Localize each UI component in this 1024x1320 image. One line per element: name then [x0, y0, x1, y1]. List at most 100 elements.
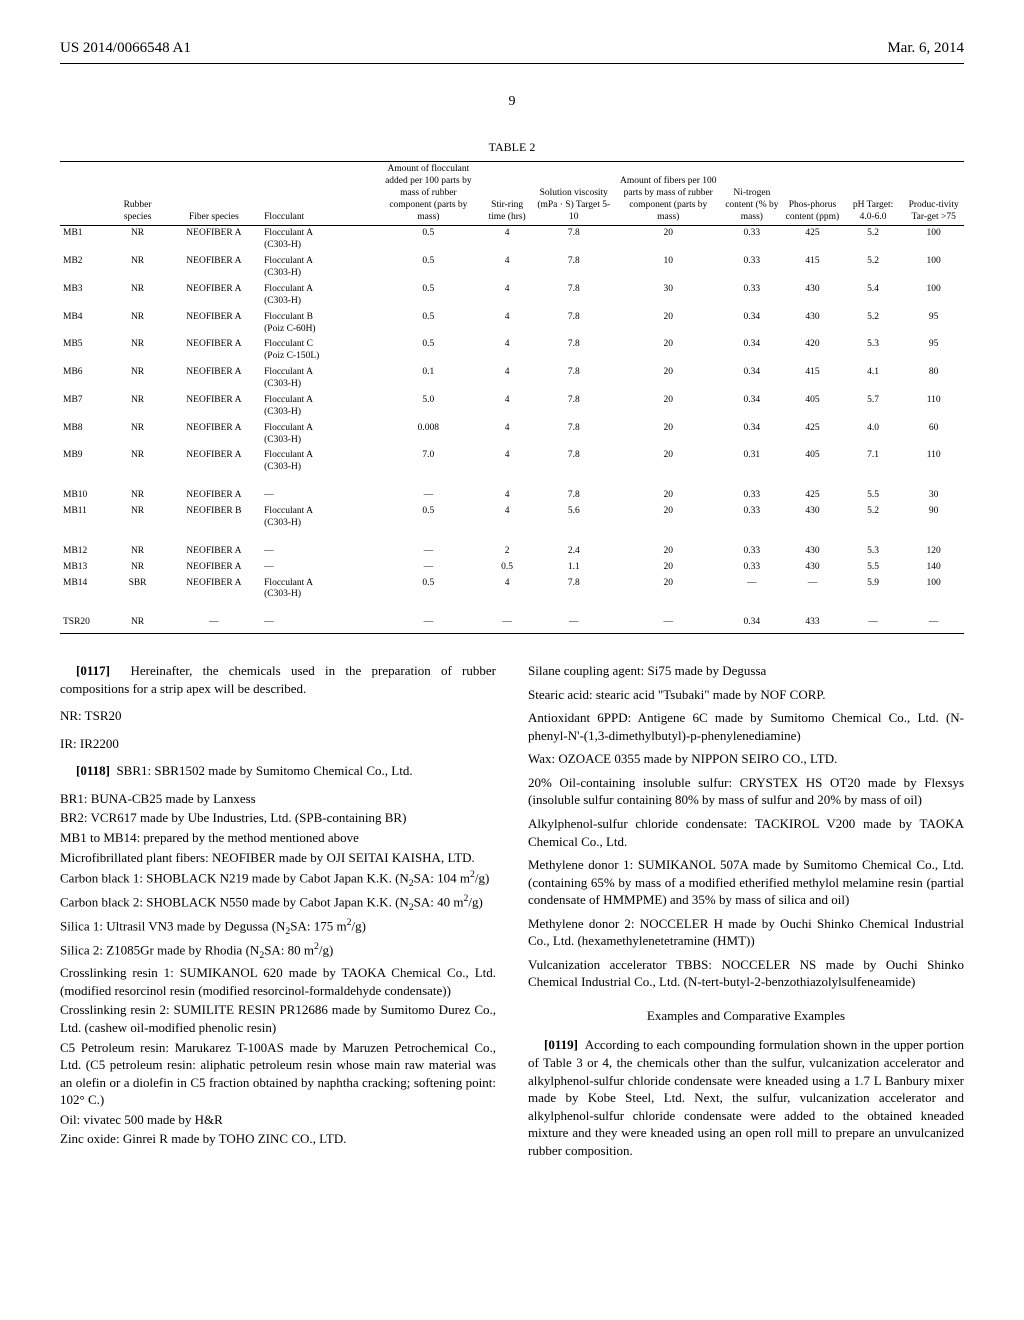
table-cell: NR	[108, 337, 166, 365]
table-cell: 0.5	[482, 560, 533, 576]
table-row: MB7NRNEOFIBER AFlocculant A(C303-H)5.047…	[60, 393, 964, 421]
table-cell: NR	[108, 226, 166, 254]
table-cell: 7.8	[533, 282, 615, 310]
table-2-title: TABLE 2	[60, 140, 964, 155]
table-cell: 60	[903, 421, 964, 449]
para-0118: [0118] SBR1: SBR1502 made by Sumitomo Ch…	[60, 762, 496, 780]
para-0119: [0119] According to each compounding for…	[528, 1036, 964, 1159]
table-head: Rubber speciesFiber speciesFlocculantAmo…	[60, 162, 964, 226]
body-line: Carbon black 1: SHOBLACK N219 made by Ca…	[60, 868, 496, 890]
table-row: MB1NRNEOFIBER AFlocculant A(C303-H)0.547…	[60, 226, 964, 254]
table-row-group: MB12NRNEOFIBER A——22.4200.334305.3120MB1…	[60, 544, 964, 610]
table-cell: 20	[615, 226, 722, 254]
table-2: Rubber speciesFiber speciesFlocculantAmo…	[60, 161, 964, 634]
body-line: Crosslinking resin 2: SUMILITE RESIN PR1…	[60, 1001, 496, 1036]
table-cell: 20	[615, 393, 722, 421]
table-cell: 433	[782, 615, 843, 633]
table-cell: NEOFIBER A	[167, 544, 262, 560]
table-cell: Flocculant A(C303-H)	[261, 254, 375, 282]
table-row: MB12NRNEOFIBER A——22.4200.334305.3120	[60, 544, 964, 560]
table-cell: 5.2	[843, 504, 904, 532]
table-cell: MB8	[60, 421, 108, 449]
table-cell: 20	[615, 576, 722, 604]
table-cell: 0.008	[375, 421, 482, 449]
table-cell: 0.33	[722, 504, 783, 532]
table-cell: 5.3	[843, 544, 904, 560]
table-col-header: Produc-tivity Tar-get >75	[903, 162, 964, 226]
table-cell: NR	[108, 421, 166, 449]
table-cell: MB3	[60, 282, 108, 310]
table-cell: 0.31	[722, 448, 783, 476]
table-cell: 5.2	[843, 310, 904, 338]
body-line: Methylene donor 1: SUMIKANOL 507A made b…	[528, 856, 964, 909]
table-cell: Flocculant A(C303-H)	[261, 365, 375, 393]
table-cell: 405	[782, 448, 843, 476]
table-cell: MB6	[60, 365, 108, 393]
table-cell: —	[261, 488, 375, 504]
body-line: Silica 1: Ultrasil VN3 made by Degussa (…	[60, 916, 496, 938]
table-row-group: TSR20NR——————0.34433——	[60, 615, 964, 633]
table-col-header: Stir-ring time (hrs)	[482, 162, 533, 226]
body-line: Methylene donor 2: NOCCELER H made by Ou…	[528, 915, 964, 950]
ir-line: IR: IR2200	[60, 735, 496, 753]
para-num-0119: [0119]	[544, 1037, 578, 1052]
patent-number: US 2014/0066548 A1	[60, 40, 191, 57]
table-cell: MB14	[60, 576, 108, 604]
table-cell: 5.5	[843, 560, 904, 576]
table-row: MB2NRNEOFIBER AFlocculant A(C303-H)0.547…	[60, 254, 964, 282]
header-rule	[60, 63, 964, 64]
table-cell: NR	[108, 282, 166, 310]
table-row-group: MB1NRNEOFIBER AFlocculant A(C303-H)0.547…	[60, 226, 964, 482]
table-cell: 420	[782, 337, 843, 365]
table-cell: 0.33	[722, 488, 783, 504]
table-cell: —	[615, 615, 722, 633]
table-row: MB8NRNEOFIBER AFlocculant A(C303-H)0.008…	[60, 421, 964, 449]
table-cell: 415	[782, 254, 843, 282]
table-cell: 425	[782, 488, 843, 504]
para-0117: [0117] Hereinafter, the chemicals used i…	[60, 662, 496, 697]
table-row: MB13NRNEOFIBER A——0.51.1200.334305.5140	[60, 560, 964, 576]
table-cell: 5.6	[533, 504, 615, 532]
table-cell: 4	[482, 576, 533, 604]
table-cell: 4	[482, 226, 533, 254]
table-cell: 425	[782, 226, 843, 254]
body-line: Silane coupling agent: Si75 made by Degu…	[528, 662, 964, 680]
table-cell: 0.34	[722, 365, 783, 393]
table-col-header: Phos-phorus content (ppm)	[782, 162, 843, 226]
table-cell: 430	[782, 544, 843, 560]
table-cell: MB13	[60, 560, 108, 576]
table-cell: NEOFIBER A	[167, 576, 262, 604]
table-cell: Flocculant A(C303-H)	[261, 576, 375, 604]
table-cell: 0.5	[375, 504, 482, 532]
table-cell: —	[375, 544, 482, 560]
table-cell: —	[375, 560, 482, 576]
table-cell: Flocculant C(Poiz C-150L)	[261, 337, 375, 365]
table-cell: MB2	[60, 254, 108, 282]
table-row: MB14SBRNEOFIBER AFlocculant A(C303-H)0.5…	[60, 576, 964, 604]
table-cell: 20	[615, 488, 722, 504]
table-cell: 0.33	[722, 226, 783, 254]
table-cell: 20	[615, 448, 722, 476]
table-cell: 430	[782, 310, 843, 338]
table-cell: 430	[782, 560, 843, 576]
body-line: C5 Petroleum resin: Marukarez T-100AS ma…	[60, 1039, 496, 1109]
page-number: 9	[60, 94, 964, 110]
table-cell: 425	[782, 421, 843, 449]
table-cell: 0.34	[722, 421, 783, 449]
table-cell: 20	[615, 421, 722, 449]
table-cell: 4	[482, 282, 533, 310]
table-cell: 90	[903, 504, 964, 532]
table-cell: 0.34	[722, 337, 783, 365]
table-cell: NEOFIBER B	[167, 504, 262, 532]
table-row-group: MB10NRNEOFIBER A——47.8200.334255.530MB11…	[60, 488, 964, 538]
table-cell: NR	[108, 448, 166, 476]
table-cell: 7.1	[843, 448, 904, 476]
table-cell: MB12	[60, 544, 108, 560]
table-col-header: Amount of fibers per 100 parts by mass o…	[615, 162, 722, 226]
table-cell: 7.8	[533, 365, 615, 393]
para-0118-text: SBR1: SBR1502 made by Sumitomo Chemical …	[116, 763, 412, 778]
table-cell: 110	[903, 393, 964, 421]
table-cell: 20	[615, 504, 722, 532]
table-cell: NR	[108, 393, 166, 421]
table-cell: 7.8	[533, 226, 615, 254]
